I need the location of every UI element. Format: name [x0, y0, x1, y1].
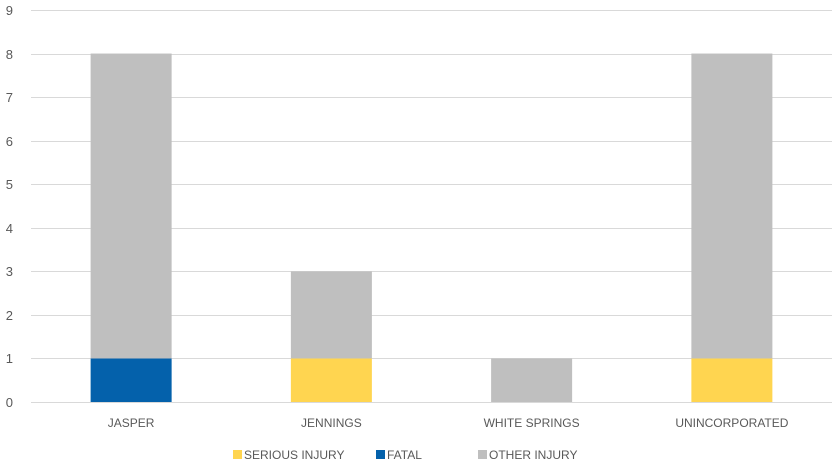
bar-white-springs-other-injury: [491, 358, 573, 402]
y-tick-label-5: 5: [6, 177, 13, 192]
y-tick-label-6: 6: [6, 134, 13, 149]
bar-jennings-serious-injury: [290, 358, 372, 402]
y-tick-label-8: 8: [6, 47, 13, 62]
legend-swatch-fatal: [376, 450, 385, 459]
legend: SERIOUS INJURY FATAL OTHER INJURY: [233, 448, 577, 462]
legend-label: FATAL: [387, 448, 422, 462]
y-tick-label-4: 4: [6, 221, 13, 236]
y-tick-label-0: 0: [6, 395, 13, 410]
y-axis-tick-labels: 0 1 2 3 4 5 6 7 8 9: [6, 3, 13, 410]
x-category-label: UNINCORPORATED: [675, 416, 788, 430]
x-category-label: WHITE SPRINGS: [484, 416, 580, 430]
bar-jasper-fatal: [90, 358, 172, 402]
bar-jennings-other-injury: [290, 271, 372, 359]
y-tick-label-2: 2: [6, 308, 13, 323]
legend-swatch-serious-injury: [233, 450, 242, 459]
legend-label: OTHER INJURY: [489, 448, 577, 462]
y-tick-label-7: 7: [6, 90, 13, 105]
x-category-label: JASPER: [108, 416, 155, 430]
bars: [90, 53, 773, 402]
y-tick-label-9: 9: [6, 3, 13, 18]
legend-label: SERIOUS INJURY: [244, 448, 344, 462]
x-axis-category-labels: JASPER JENNINGS WHITE SPRINGS UNINCORPORATE…: [108, 416, 789, 430]
bar-jasper-other-injury: [90, 53, 172, 359]
x-category-label: JENNINGS: [301, 416, 362, 430]
y-tick-label-1: 1: [6, 351, 13, 366]
y-tick-label-3: 3: [6, 264, 13, 279]
legend-swatch-other-injury: [478, 450, 487, 459]
bar-unincorporated-other-injury: [691, 53, 773, 359]
bar-unincorporated-serious-injury: [691, 358, 773, 402]
